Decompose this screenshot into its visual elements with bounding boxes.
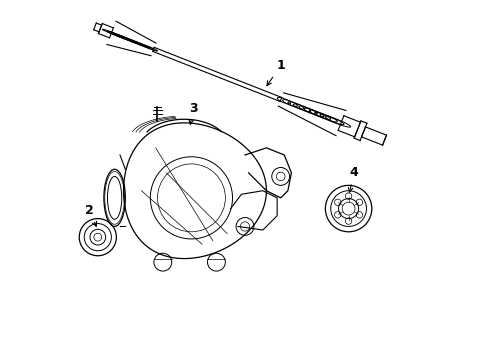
Text: 2: 2 xyxy=(85,204,97,226)
Text: 1: 1 xyxy=(267,59,285,86)
Text: 3: 3 xyxy=(189,102,197,124)
Text: 4: 4 xyxy=(348,166,358,192)
